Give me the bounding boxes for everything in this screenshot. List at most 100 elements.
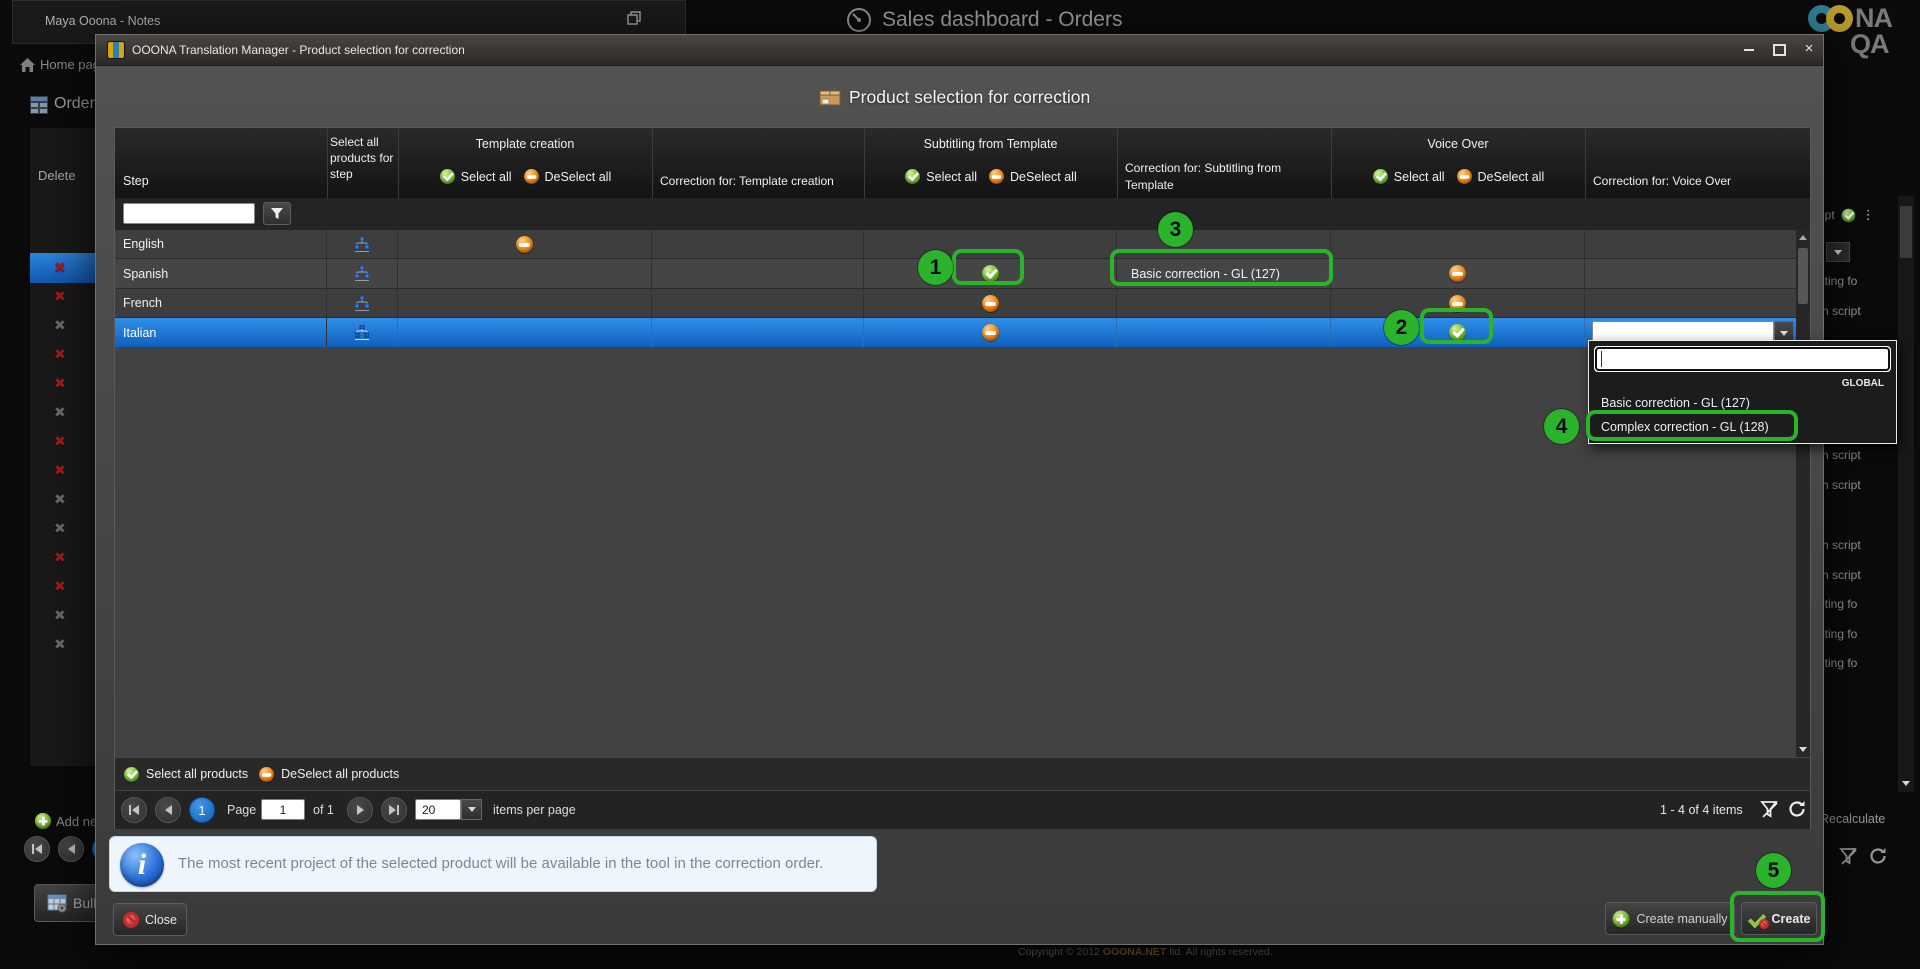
delete-order-icon-disabled	[54, 492, 66, 506]
deselect-all-label[interactable]: DeSelect all	[1477, 169, 1545, 184]
delete-column-header: Delete	[38, 168, 76, 183]
deselect-all-products-icon[interactable]	[259, 766, 275, 782]
product-selection-dialog: OOONA Translation Manager - Product sele…	[95, 34, 1824, 945]
pager-next-button[interactable]	[347, 797, 373, 823]
close-button-label: Close	[145, 912, 177, 927]
dialog-titlebar-icon	[108, 42, 124, 58]
scrollbar-thumb[interactable]	[1798, 248, 1808, 304]
delete-order-icon[interactable]	[54, 260, 66, 274]
bg-vertical-scrollbar[interactable]	[1898, 196, 1914, 792]
step-filter-button[interactable]	[263, 202, 291, 225]
table-row-spanish[interactable]: Spanish Basic correction - GL (127)	[115, 259, 1796, 289]
create-manually-button[interactable]: Create manually	[1605, 902, 1735, 935]
restore-window-icon[interactable]	[627, 11, 641, 25]
recalculate-label[interactable]: Recalculate	[1820, 812, 1886, 826]
select-all-icon[interactable]	[1372, 169, 1388, 184]
deselect-all-label[interactable]: DeSelect all	[544, 169, 612, 184]
deselect-all-icon[interactable]	[523, 169, 539, 184]
sidebar-item-home-page[interactable]: Home page	[40, 57, 108, 72]
select-all-icon[interactable]	[905, 169, 921, 184]
bg-pager-first-button[interactable]	[24, 836, 50, 862]
step-filter-input[interactable]	[123, 203, 255, 224]
deselect-product-icon[interactable]	[1449, 265, 1466, 282]
select-all-products-icon[interactable]	[124, 766, 139, 782]
dialog-titlebar[interactable]: OOONA Translation Manager - Product sele…	[96, 35, 1823, 66]
add-new-button[interactable]: Add new	[56, 814, 107, 829]
delete-order-icon[interactable]	[54, 347, 66, 361]
delete-order-icon[interactable]	[54, 376, 66, 390]
deselect-all-label[interactable]: DeSelect all	[1010, 169, 1077, 184]
close-button[interactable]: Close	[113, 903, 187, 936]
dropdown-group-label: GLOBAL	[1841, 378, 1884, 389]
page-title: Sales dashboard - Orders	[882, 8, 1123, 31]
deselect-product-icon[interactable]	[981, 324, 999, 341]
delete-order-icon[interactable]	[54, 550, 66, 564]
delete-order-icon[interactable]	[54, 434, 66, 448]
delete-order-icon[interactable]	[54, 289, 66, 303]
pager-last-button[interactable]	[381, 797, 407, 823]
correction-dropdown-popup: GLOBAL Basic correction - GL (127) Compl…	[1588, 340, 1897, 444]
pager-current-page[interactable]: 1	[189, 797, 215, 823]
select-all-products-label[interactable]: Select all products	[146, 767, 249, 781]
correction-subtitling-value[interactable]: Basic correction - GL (127)	[1131, 266, 1280, 281]
create-ban-icon	[1758, 918, 1769, 929]
create-manually-plus-icon	[1612, 909, 1631, 928]
pager-clear-filter-icon[interactable]	[1759, 799, 1781, 821]
dropdown-filter-input[interactable]	[1594, 346, 1891, 372]
group-header-voice-over: Voice Over	[1427, 137, 1489, 151]
deselect-all-products-label[interactable]: DeSelect all products	[281, 767, 400, 781]
dropdown-item-basic-correction[interactable]: Basic correction - GL (127)	[1601, 396, 1750, 410]
bg-row-fragment: h script	[1822, 538, 1861, 552]
pager-page-input[interactable]	[261, 799, 305, 820]
dropdown-item-complex-correction[interactable]: Complex correction - GL (128)	[1601, 420, 1769, 434]
pager-refresh-icon[interactable]	[1787, 799, 1807, 819]
minimize-button[interactable]	[1738, 40, 1760, 60]
deselect-product-icon[interactable]	[981, 294, 999, 312]
table-row-english[interactable]: English	[115, 230, 1796, 259]
pager-page-size-arrow[interactable]	[461, 799, 482, 820]
orders-grid-icon	[30, 96, 48, 114]
bg-row-fragment: iting fo	[1822, 627, 1858, 641]
table-row-italian-selected[interactable]: Italian	[115, 318, 1796, 348]
select-all-products-for-step-icon[interactable]	[354, 324, 370, 340]
select-all-icon[interactable]	[439, 169, 455, 184]
deselect-all-icon[interactable]	[1456, 169, 1472, 184]
table-row-french[interactable]: French	[115, 289, 1796, 318]
bg-refresh-icon[interactable]	[1868, 846, 1888, 866]
voice-over-select-controls: Select all DeSelect all	[1331, 168, 1585, 185]
maximize-button[interactable]	[1768, 40, 1790, 60]
bg-dropdown-arrow[interactable]	[1826, 242, 1850, 262]
delete-order-icon[interactable]	[54, 463, 66, 477]
close-ban-icon	[123, 911, 140, 928]
home-icon	[20, 58, 35, 72]
logo-na: NA	[1855, 3, 1893, 33]
deselect-product-icon[interactable]	[1449, 294, 1466, 312]
delete-order-icon[interactable]	[54, 579, 66, 593]
deselect-all-icon[interactable]	[989, 169, 1004, 184]
select-product-icon[interactable]	[1449, 324, 1466, 341]
create-button[interactable]: Create	[1741, 902, 1817, 935]
select-all-products-for-step-icon[interactable]	[354, 295, 370, 311]
logo-qa: QA	[1850, 29, 1889, 59]
bg-pager-prev-button[interactable]	[58, 836, 84, 862]
pager-page-size-value[interactable]: 20	[415, 799, 461, 820]
select-all-label[interactable]: Select all	[1393, 169, 1445, 184]
dropdown-input-caret	[1601, 351, 1602, 367]
pager-prev-button[interactable]	[155, 797, 181, 823]
select-all-products-for-step-icon[interactable]	[354, 265, 370, 281]
deselect-product-icon[interactable]	[516, 235, 533, 253]
select-all-products-for-step-icon[interactable]	[354, 236, 370, 252]
more-options-icon[interactable]	[1862, 206, 1875, 224]
copyright-brand: OOONA.NET	[1102, 946, 1167, 958]
close-window-button[interactable]: ×	[1804, 39, 1814, 57]
bg-clear-filter-icon[interactable]	[1838, 846, 1860, 868]
select-all-label[interactable]: Select all	[460, 169, 512, 184]
delete-order-icon-disabled	[54, 608, 66, 622]
select-all-label[interactable]: Select all	[926, 169, 978, 184]
column-header-step[interactable]: Step	[123, 174, 149, 188]
create-manually-label: Create manually	[1636, 911, 1728, 926]
pager-first-button[interactable]	[121, 797, 147, 823]
select-product-icon[interactable]	[981, 265, 999, 282]
grid-vertical-scrollbar[interactable]	[1796, 230, 1810, 757]
